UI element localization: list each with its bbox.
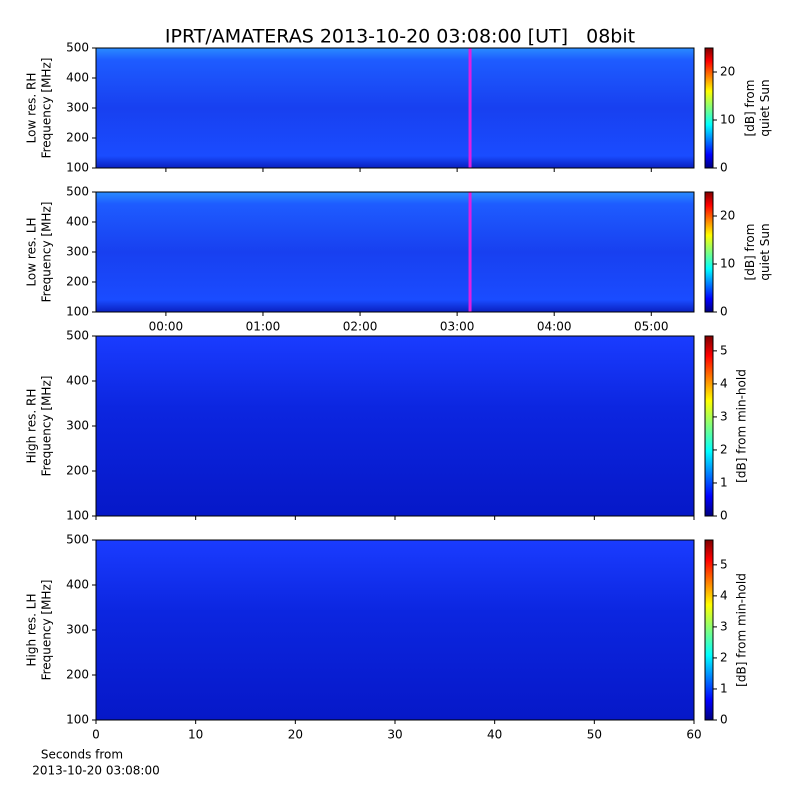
x-tick-label: 60 [686,728,701,742]
colorbar-tick-label: 20 [720,65,735,79]
colorbar-label: [dB] from [743,224,757,281]
x-tick-label: 00:00 [149,320,184,334]
y-tick-label: 300 [66,101,89,115]
y-tick-label: 500 [66,329,89,343]
colorbar-tick-label: 10 [720,113,735,127]
x-tick-label: 03:00 [440,320,475,334]
y-tick-label: 500 [66,41,89,55]
x-tick-label: 50 [587,728,602,742]
colorbar [704,47,714,169]
colorbar-label: quiet Sun [758,79,772,136]
y-tick-label: 300 [66,623,89,637]
spectrogram-image [96,48,694,168]
colorbar-tick-label: 4 [720,376,728,390]
x-tick-label: 0 [92,728,100,742]
y-axis-label: Frequency [MHz] [40,58,54,159]
y-tick-label: 100 [66,305,89,319]
y-tick-label: 400 [66,578,89,592]
colorbar-tick-label: 3 [720,409,728,423]
y-axis-label: High res. RH [25,389,39,464]
y-axis-label: Frequency [MHz] [40,202,54,303]
y-axis-label: Low res. LH [25,217,39,286]
y-tick-label: 400 [66,374,89,388]
colorbar-tick-label: 5 [720,343,728,357]
y-tick-label: 300 [66,245,89,259]
colorbar-label: [dB] from min-hold [735,369,749,483]
y-tick-label: 300 [66,419,89,433]
colorbar-label: [dB] from min-hold [735,573,749,687]
spectrogram-image [96,540,694,720]
colorbar-tick-label: 10 [720,257,735,271]
x-tick-label: 10 [188,728,203,742]
colorbar-tick-label: 0 [720,713,728,727]
colorbar-tick-label: 2 [720,442,728,456]
colorbar-label: quiet Sun [758,223,772,280]
colorbar-tick-label: 1 [720,475,728,489]
y-tick-label: 100 [66,161,89,175]
colorbar-tick-label: 4 [720,588,728,602]
colorbar-tick-label: 3 [720,619,728,633]
y-tick-label: 100 [66,713,89,727]
x-axis-label: 2013-10-20 03:08:00 [32,764,159,778]
colorbar-tick-label: 5 [720,557,728,571]
x-axis-label: Seconds from [41,748,123,762]
colorbar [704,539,714,721]
y-axis-label: High res. LH [25,593,39,666]
y-tick-label: 500 [66,185,89,199]
spectrogram-image [96,336,694,516]
x-tick-label: 05:00 [634,320,669,334]
x-tick-label: 30 [387,728,402,742]
y-tick-label: 100 [66,509,89,523]
colorbar [704,191,714,313]
x-tick-label: 20 [288,728,303,742]
colorbar-tick-label: 0 [720,305,728,319]
y-axis-label: Frequency [MHz] [40,580,54,681]
colorbar-tick-label: 20 [720,209,735,223]
colorbar-tick-label: 0 [720,161,728,175]
y-tick-label: 400 [66,71,89,85]
colorbar-tick-label: 2 [720,650,728,664]
y-tick-label: 200 [66,131,89,145]
x-tick-label: 01:00 [246,320,281,334]
y-tick-label: 200 [66,464,89,478]
x-tick-label: 02:00 [343,320,378,334]
colorbar [704,335,714,517]
y-axis-label: Low res. RH [25,73,39,144]
y-axis-label: Frequency [MHz] [40,376,54,477]
y-tick-label: 200 [66,275,89,289]
colorbar-tick-label: 0 [720,509,728,523]
x-tick-label: 40 [487,728,502,742]
colorbar-tick-label: 1 [720,681,728,695]
chart-title: IPRT/AMATERAS 2013-10-20 03:08:00 [UT] 0… [165,26,635,48]
colorbar-label: [dB] from [743,80,757,137]
y-tick-label: 400 [66,215,89,229]
y-tick-label: 200 [66,668,89,682]
spectrogram-image [96,192,694,312]
y-tick-label: 500 [66,533,89,547]
x-tick-label: 04:00 [537,320,572,334]
